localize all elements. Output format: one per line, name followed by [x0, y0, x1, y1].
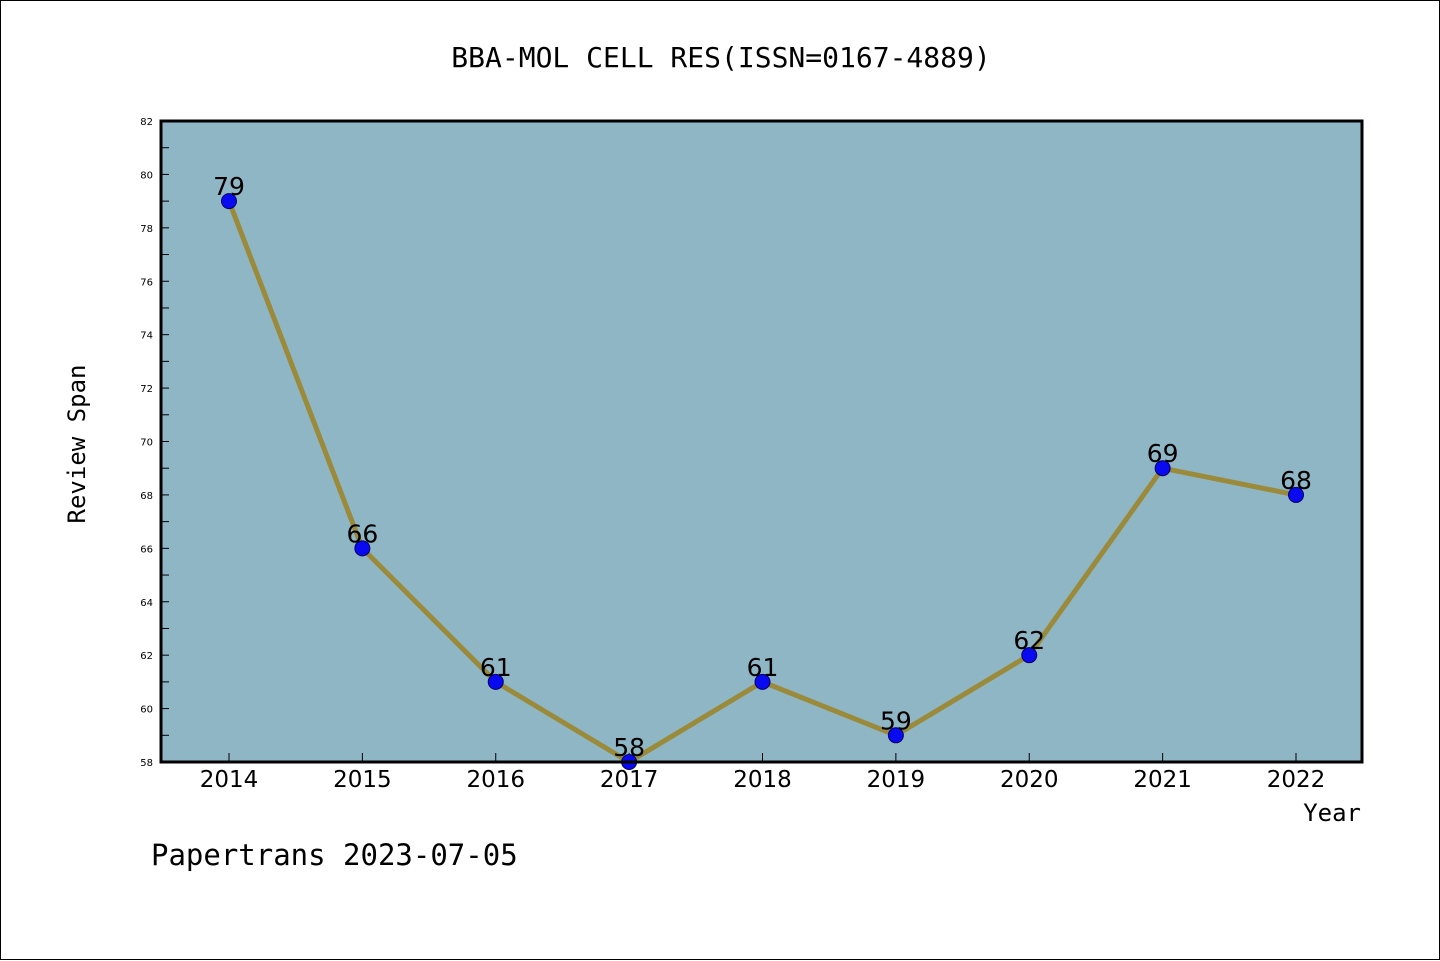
x-tick-label: 2021	[1133, 767, 1192, 793]
y-tick-label: 70	[140, 438, 153, 449]
x-tick-label: 2014	[200, 767, 259, 793]
y-tick-label: 66	[140, 544, 153, 555]
x-tick-label: 2015	[333, 767, 392, 793]
data-label: 68	[1280, 466, 1312, 495]
plot-area	[161, 121, 1362, 762]
x-tick-label: 2018	[733, 767, 792, 793]
data-point	[1288, 486, 1304, 503]
data-label: 58	[613, 733, 645, 762]
x-axis-label: Year	[1303, 799, 1361, 827]
y-tick-label: 62	[140, 651, 153, 662]
y-axis-label: Review Span	[63, 365, 91, 524]
data-point	[221, 193, 237, 210]
data-point	[487, 673, 504, 690]
chart-title: BBA-MOL CELL RES(ISSN=0167-4889)	[451, 41, 990, 74]
y-tick-label: 60	[140, 705, 153, 716]
data-point	[887, 727, 904, 744]
data-label: 66	[346, 519, 378, 548]
x-axis: 2014 2015 2016 2017 2018 2019 2020 2021 2022	[200, 753, 1326, 793]
data-labels: 79 66 61 58 61 59 62 69 68	[213, 172, 1312, 762]
y-tick-label: 76	[140, 277, 153, 288]
y-tick-label: 80	[140, 170, 153, 181]
plot-border	[159, 119, 1364, 764]
data-label: 59	[880, 706, 912, 735]
x-tick-label: 2017	[600, 767, 659, 793]
x-tick-label: 2022	[1267, 767, 1326, 793]
data-point	[1021, 647, 1038, 664]
data-label: 61	[480, 653, 512, 682]
data-label: 79	[213, 172, 245, 201]
y-tick-label: 64	[140, 598, 153, 609]
y-tick-label: 78	[140, 224, 153, 235]
data-point	[354, 540, 371, 557]
y-tick-label: 68	[140, 491, 153, 502]
data-label: 62	[1013, 626, 1045, 655]
data-point	[754, 673, 771, 690]
x-tick-label: 2016	[466, 767, 525, 793]
y-tick-label: 74	[140, 331, 153, 342]
data-label: 61	[747, 653, 779, 682]
data-label: 69	[1147, 439, 1179, 468]
watermark-text: Papertrans 2023-07-05	[151, 838, 518, 872]
x-tick-label: 2019	[867, 767, 926, 793]
y-tick-label: 58	[140, 758, 153, 769]
y-tick-label: 82	[140, 117, 153, 128]
y-tick-label: 72	[140, 384, 153, 395]
x-tick-label: 2020	[1000, 767, 1059, 793]
data-point	[1154, 460, 1171, 477]
data-markers	[221, 193, 1304, 770]
